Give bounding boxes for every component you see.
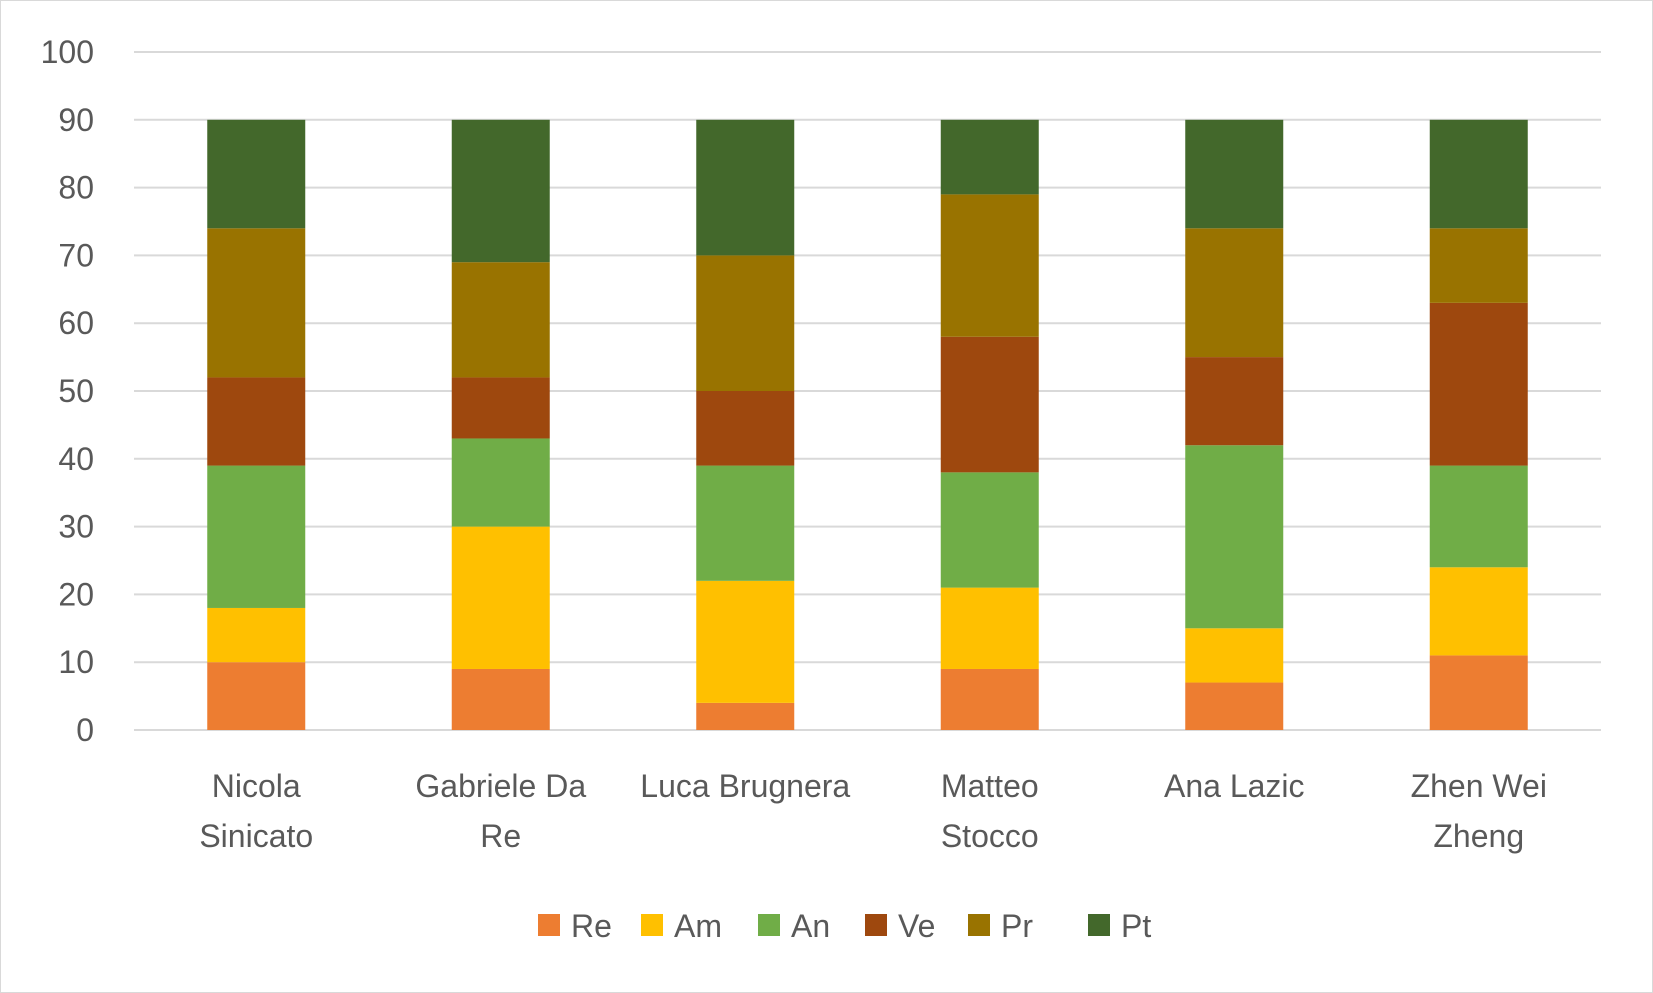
x-category-label-line: Stocco (941, 818, 1039, 854)
bar-segment-pr (451, 262, 550, 378)
bar-stack (451, 119, 550, 730)
bar-segment-pt (696, 119, 795, 256)
bar-segment-an (940, 472, 1039, 588)
bar-segment-pr (696, 255, 795, 391)
x-category-label: Nicola Sinicato (199, 768, 313, 854)
bar-segment-an (1429, 465, 1528, 568)
bar-segment-am (451, 526, 550, 669)
bar-segment-am (1185, 628, 1284, 683)
legend-label: Pr (1001, 908, 1033, 944)
bar-segment-ve (207, 377, 306, 466)
bar-segment-pr (940, 194, 1039, 337)
legend-swatch (865, 914, 887, 936)
legend-item-re: Re (538, 908, 612, 944)
bar-segment-am (207, 607, 306, 663)
bar-segment-an (207, 465, 306, 608)
legend-swatch (538, 914, 560, 936)
bar-segment-re (451, 668, 550, 730)
bars (207, 119, 1528, 730)
x-category-label-line: Zheng (1433, 818, 1524, 854)
legend: Re Am An Ve Pr Pt (538, 908, 1151, 944)
bar-segment-ve (1429, 302, 1528, 466)
x-category-label-line: Sinicato (199, 818, 313, 854)
legend-item-am: Am (641, 908, 722, 944)
bar-segment-pt (1429, 119, 1528, 229)
bar-segment-an (1185, 445, 1284, 629)
bar-segment-re (207, 662, 306, 730)
legend-item-pr: Pr (968, 908, 1033, 944)
bar-segment-pt (451, 119, 550, 263)
legend-swatch (758, 914, 780, 936)
x-category-label-line: Luca Brugnera (640, 768, 850, 804)
bar-segment-ve (696, 391, 795, 466)
bar-segment-am (696, 580, 795, 703)
x-category-label-line: Re (480, 818, 521, 854)
x-category-label-line: Matteo (941, 768, 1039, 804)
y-tick-label: 70 (58, 237, 94, 273)
legend-label: Ve (898, 908, 935, 944)
bar-segment-ve (940, 336, 1039, 473)
x-category-label-line: Ana Lazic (1164, 768, 1305, 804)
bar-segment-pt (1185, 119, 1284, 229)
bar-stack (1185, 119, 1284, 730)
x-category-label: Matteo Stocco (941, 768, 1039, 854)
bar-segment-re (1185, 682, 1284, 730)
x-category-label: Gabriele Da Re (415, 768, 586, 854)
bar-segment-re (940, 668, 1039, 730)
y-tick-label: 20 (58, 576, 94, 612)
bar-segment-am (940, 587, 1039, 669)
y-tick-label: 90 (58, 102, 94, 138)
bar-stack (940, 119, 1039, 730)
bar-stack (696, 119, 795, 730)
bar-segment-pt (207, 119, 306, 229)
x-category-label-line: Zhen Wei (1411, 768, 1547, 804)
bar-segment-ve (1185, 357, 1284, 446)
y-tick-label: 30 (58, 509, 94, 545)
bar-stack (1429, 119, 1528, 730)
y-axis-tick-labels: 0 10 20 30 40 50 60 70 80 90 100 (41, 34, 94, 748)
x-category-label-line: Nicola (212, 768, 301, 804)
y-tick-label: 50 (58, 373, 94, 409)
y-tick-label: 60 (58, 305, 94, 341)
x-category-label: Luca Brugnera (640, 768, 850, 804)
x-category-label-line: Gabriele Da (415, 768, 586, 804)
bar-segment-re (696, 702, 795, 730)
legend-label: Pt (1121, 908, 1151, 944)
y-tick-label: 80 (58, 170, 94, 206)
y-tick-label: 10 (58, 644, 94, 680)
y-tick-label: 0 (76, 712, 94, 748)
x-category-label: Zhen Wei Zheng (1411, 768, 1547, 854)
legend-item-ve: Ve (865, 908, 935, 944)
bar-segment-pr (207, 228, 306, 378)
bar-segment-pr (1185, 228, 1284, 358)
legend-label: Re (571, 908, 612, 944)
legend-item-an: An (758, 908, 830, 944)
bar-stack (207, 119, 306, 730)
x-axis-category-labels: Nicola Sinicato Gabriele Da Re Luca Brugnera… (199, 768, 1547, 854)
bar-segment-an (451, 438, 550, 527)
gridlines (134, 51, 1601, 731)
legend-swatch (968, 914, 990, 936)
x-category-label: Ana Lazic (1164, 768, 1305, 804)
bar-segment-ve (451, 377, 550, 439)
legend-swatch (1088, 914, 1110, 936)
legend-label: An (791, 908, 830, 944)
y-tick-label: 100 (41, 34, 94, 70)
bar-segment-pr (1429, 228, 1528, 303)
legend-swatch (641, 914, 663, 936)
legend-item-pt: Pt (1088, 908, 1151, 944)
bar-segment-an (696, 465, 795, 581)
bar-segment-am (1429, 567, 1528, 656)
y-tick-label: 40 (58, 441, 94, 477)
bar-segment-re (1429, 655, 1528, 730)
bar-segment-pt (940, 119, 1039, 195)
legend-label: Am (674, 908, 722, 944)
